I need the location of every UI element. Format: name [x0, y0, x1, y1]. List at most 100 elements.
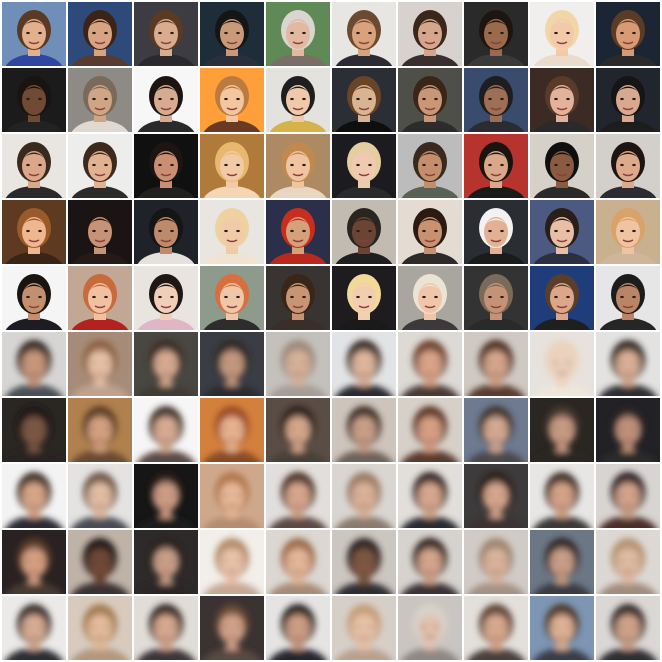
eye: [356, 295, 360, 299]
shoulders: [335, 54, 393, 66]
face: [88, 481, 112, 511]
hair-fringe: [351, 416, 377, 425]
hair-fringe: [285, 20, 311, 29]
face: [418, 415, 442, 445]
hair-fringe: [21, 416, 47, 425]
original-face-tile: [200, 134, 264, 198]
mouth: [358, 569, 370, 573]
hair-fringe: [219, 416, 245, 425]
eye: [554, 493, 558, 497]
mouth: [292, 305, 304, 309]
face: [550, 85, 574, 115]
mouth: [28, 569, 40, 573]
shoulders: [269, 252, 327, 264]
face-image: [266, 134, 330, 198]
face-image: [530, 200, 594, 264]
mouth: [160, 635, 172, 639]
original-face-tile: [398, 134, 462, 198]
face-image: [266, 530, 330, 594]
eye: [224, 97, 228, 101]
eye: [104, 625, 108, 629]
shoulders: [137, 186, 195, 198]
hair-fringe: [417, 350, 443, 359]
reconstructed-face-tile: [134, 332, 198, 396]
eye: [290, 493, 294, 497]
shoulders: [203, 54, 261, 66]
reconstructed-face-tile: [398, 596, 462, 660]
shoulders: [533, 384, 591, 396]
face: [286, 283, 310, 313]
face: [352, 349, 376, 379]
face: [484, 19, 508, 49]
face-image: [596, 596, 660, 660]
eye: [500, 163, 504, 167]
face: [418, 547, 442, 577]
shoulders: [203, 582, 261, 594]
original-face-tile: [134, 2, 198, 66]
eye: [488, 361, 492, 365]
reconstructed-face-tile: [200, 332, 264, 396]
face-image: [530, 596, 594, 660]
shoulders: [269, 120, 327, 132]
eye: [236, 625, 240, 629]
mouth: [622, 503, 634, 507]
face-image: [596, 2, 660, 66]
face: [88, 151, 112, 181]
face-image: [2, 134, 66, 198]
reconstructed-face-tile: [2, 530, 66, 594]
shoulders: [269, 648, 327, 660]
mouth: [490, 503, 502, 507]
shoulders: [71, 120, 129, 132]
mouth: [358, 173, 370, 177]
eye: [104, 295, 108, 299]
original-face-tile: [68, 134, 132, 198]
face: [220, 19, 244, 49]
eye: [92, 427, 96, 431]
face-image: [464, 464, 528, 528]
mouth: [622, 569, 634, 573]
hair-fringe: [483, 152, 509, 161]
face: [418, 481, 442, 511]
hair-fringe: [21, 350, 47, 359]
hair-fringe: [87, 20, 113, 29]
hair-fringe: [87, 614, 113, 623]
face-image: [68, 2, 132, 66]
eye: [236, 31, 240, 35]
face: [484, 283, 508, 313]
eye: [566, 295, 570, 299]
hair-fringe: [615, 416, 641, 425]
face-image: [134, 134, 198, 198]
hair-fringe: [417, 20, 443, 29]
eye: [224, 229, 228, 233]
hair-fringe: [21, 548, 47, 557]
hair-fringe: [615, 482, 641, 491]
face: [286, 349, 310, 379]
face: [22, 547, 46, 577]
eye: [236, 295, 240, 299]
face: [352, 613, 376, 643]
original-face-tile: [266, 2, 330, 66]
eye: [92, 559, 96, 563]
original-face-tile: [464, 134, 528, 198]
face: [22, 19, 46, 49]
face: [220, 151, 244, 181]
mouth: [424, 437, 436, 441]
mouth: [358, 41, 370, 45]
shoulders: [203, 318, 261, 330]
eye: [38, 559, 42, 563]
eye: [302, 163, 306, 167]
face: [286, 85, 310, 115]
shoulders: [599, 120, 657, 132]
eye: [554, 295, 558, 299]
face-image: [332, 266, 396, 330]
shoulders: [269, 54, 327, 66]
shoulders: [533, 54, 591, 66]
face-image: [332, 2, 396, 66]
hair-fringe: [87, 284, 113, 293]
mouth: [490, 173, 502, 177]
original-face-tile: [266, 200, 330, 264]
face-image: [464, 134, 528, 198]
mouth: [226, 305, 238, 309]
original-face-tile: [398, 68, 462, 132]
